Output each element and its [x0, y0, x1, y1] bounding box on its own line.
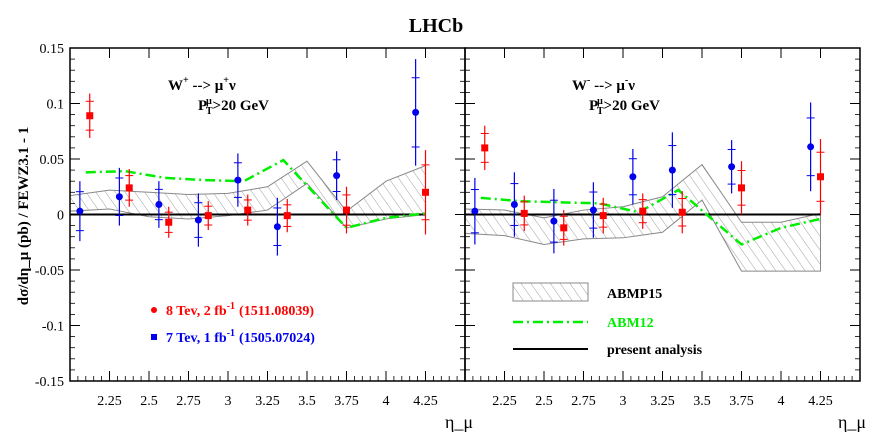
data-point	[510, 201, 518, 209]
data-point	[194, 216, 202, 224]
svg-text:PμT>20 GeV: Pμ T>20 GeV	[589, 96, 660, 117]
x-tick-label: 3	[620, 394, 627, 409]
y-axis-label: dσ/dη_μ (pb) / FEWZ3.1 - 1	[16, 127, 32, 306]
data-point	[273, 223, 281, 231]
data-point	[155, 201, 163, 209]
legend-present-label: present analysis	[607, 343, 703, 358]
data-point	[599, 212, 607, 220]
data-point	[115, 193, 123, 201]
data-point	[343, 206, 350, 214]
data-point	[125, 184, 133, 192]
data-point	[481, 144, 489, 152]
data-point	[333, 172, 341, 180]
data-point	[76, 207, 84, 215]
data-point	[471, 207, 479, 215]
y-tick-label: 0.15	[40, 42, 65, 57]
data-point	[86, 112, 94, 120]
x-tick-label: 3.75	[729, 394, 754, 409]
data-point	[738, 184, 745, 192]
y-tick-label: 0.1	[47, 98, 65, 113]
legend-red-text: 8 Tev, 2 fb-1 (1511.08039)	[166, 301, 314, 319]
legend-abmp15-label: ABMP15	[607, 287, 662, 302]
x-tick-label: 3.5	[298, 394, 316, 409]
x-tick-label: 2.75	[176, 394, 201, 409]
data-point	[560, 224, 568, 232]
data-point	[234, 176, 242, 184]
svg-text:W- --> μ-ν: W- --> μ-ν	[572, 75, 635, 94]
x-axis-label-left: η_μ	[445, 412, 473, 432]
y-tick-label: -0.05	[35, 264, 64, 279]
legend-abmp15-swatch	[512, 282, 589, 302]
x-tick-label: 4	[383, 394, 390, 409]
y-tick-label: 0	[57, 209, 64, 224]
x-tick-label: 3.25	[650, 394, 675, 409]
x-tick-label: 2.25	[97, 394, 122, 409]
x-tick-label: 3	[225, 394, 232, 409]
data-point	[678, 208, 686, 216]
data-point	[283, 212, 291, 220]
data-point	[422, 188, 429, 196]
x-tick-label: 3.75	[334, 394, 359, 409]
annotation-w-plus: W+ --> μ+ν Pμ T>20 GeV	[168, 75, 269, 117]
x-tick-label: 2.5	[535, 394, 553, 409]
data-point	[550, 217, 558, 225]
legend-datasets: 8 Tev, 2 fb-1 (1511.08039) 7 Tev, 1 fb-1(…	[151, 301, 315, 346]
y-tick-label: -0.15	[35, 375, 64, 390]
x-tick-label: 2.5	[140, 394, 158, 409]
data-point	[817, 173, 824, 181]
legend-models: ABMP15 ABM12 present analysis	[512, 282, 703, 358]
legend-blue-text: 7 Tev, 1 fb-1 (1505.07024)	[166, 328, 315, 346]
data-point	[629, 173, 637, 181]
data-point	[204, 212, 212, 220]
legend-blue-marker	[151, 334, 157, 340]
x-tick-label: 4	[778, 394, 785, 409]
x-tick-label: 2.25	[492, 394, 517, 409]
legend-red-marker	[151, 307, 157, 313]
y-tick-label: -0.1	[42, 320, 64, 335]
abm12-line	[85, 158, 426, 230]
data-point	[244, 206, 252, 214]
data-point	[165, 218, 173, 226]
x-tick-label: 4.25	[413, 394, 438, 409]
annotation-w-minus: W- --> μ-ν Pμ T>20 GeV	[572, 75, 660, 117]
panel-w-plus: 2.25 2.5 2.75 3 3.25 3.5 3.75 4 4.25 0.15 0.1 0.05 0…	[35, 42, 466, 409]
x-tick-label: 4.25	[808, 394, 833, 409]
chart-title: LHCb	[409, 15, 463, 37]
legend-abm12-label: ABM12	[607, 316, 654, 331]
panel-w-minus: 2.25 2.5 2.75 3 3.25 3.5 3.75 4 4.25	[464, 47, 861, 409]
x-tick-label: 2.75	[571, 394, 596, 409]
data-point	[668, 166, 676, 174]
x-axis-label-right: η_μ	[838, 412, 866, 432]
data-point	[589, 206, 597, 214]
data-point	[520, 209, 528, 217]
y-tick-label: 0.05	[40, 153, 65, 168]
data-point	[639, 207, 647, 215]
x-tick-label: 3.5	[693, 394, 711, 409]
data-point	[807, 143, 815, 151]
svg-text:PμT>20 GeV: Pμ T>20 GeV	[198, 96, 269, 117]
svg-text:W+ --> μ+ν: W+ --> μ+ν	[168, 75, 236, 94]
data-point	[412, 108, 420, 116]
data-point	[728, 163, 736, 171]
x-tick-label: 3.25	[255, 394, 280, 409]
